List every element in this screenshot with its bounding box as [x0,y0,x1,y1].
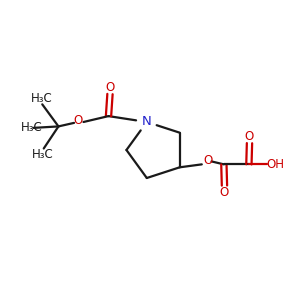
Text: N: N [142,116,152,128]
Text: O: O [105,81,115,94]
Text: O: O [220,185,229,199]
Text: O: O [74,114,83,127]
Text: H₃C: H₃C [31,92,52,105]
Text: H₃C: H₃C [32,148,54,161]
Text: O: O [245,130,254,143]
Text: O: O [203,154,212,167]
Text: H₃C: H₃C [21,122,43,134]
Text: OH: OH [266,158,284,171]
